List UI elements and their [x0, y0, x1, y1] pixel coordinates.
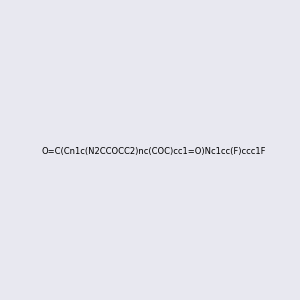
Text: O=C(Cn1c(N2CCOCC2)nc(COC)cc1=O)Nc1cc(F)ccc1F: O=C(Cn1c(N2CCOCC2)nc(COC)cc1=O)Nc1cc(F)c…	[41, 147, 266, 156]
